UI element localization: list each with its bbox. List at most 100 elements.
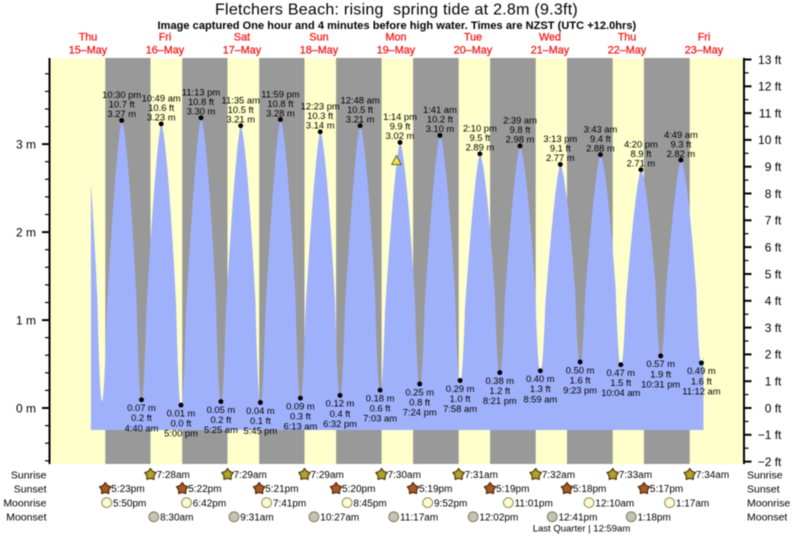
svg-text:6 ft: 6 ft xyxy=(765,240,782,254)
svg-text:Sunset: Sunset xyxy=(14,483,47,495)
svg-text:3.23 m: 3.23 m xyxy=(147,112,176,123)
svg-text:Tue: Tue xyxy=(464,32,482,44)
svg-text:0.07 m: 0.07 m xyxy=(127,402,156,413)
svg-text:7:30am: 7:30am xyxy=(388,470,421,481)
svg-text:5:17pm: 5:17pm xyxy=(650,484,683,495)
svg-text:5:21pm: 5:21pm xyxy=(265,484,298,495)
svg-text:6:13 am: 6:13 am xyxy=(283,421,317,432)
svg-text:16–May: 16–May xyxy=(146,44,185,56)
svg-text:3:43 am: 3:43 am xyxy=(583,124,617,135)
svg-text:5:25 am: 5:25 am xyxy=(204,424,238,435)
svg-text:3:13 pm: 3:13 pm xyxy=(543,133,577,144)
svg-text:1.9 ft: 1.9 ft xyxy=(650,368,671,379)
svg-text:0.3 ft: 0.3 ft xyxy=(290,411,311,422)
svg-text:5:50pm: 5:50pm xyxy=(113,498,146,509)
svg-text:0.6 ft: 0.6 ft xyxy=(370,403,391,414)
svg-text:12:48 am: 12:48 am xyxy=(341,95,380,106)
svg-text:3.28 m: 3.28 m xyxy=(266,107,295,118)
svg-text:Moonset: Moonset xyxy=(747,512,787,524)
svg-text:3.10 m: 3.10 m xyxy=(426,123,455,134)
svg-text:12:23 pm: 12:23 pm xyxy=(301,101,340,112)
svg-text:10.7 ft: 10.7 ft xyxy=(109,99,135,110)
svg-text:0.47 m: 0.47 m xyxy=(606,367,635,378)
svg-text:Sunrise: Sunrise xyxy=(11,469,47,481)
svg-text:2:39 am: 2:39 am xyxy=(503,115,537,126)
svg-text:8:30am: 8:30am xyxy=(160,512,193,523)
svg-text:Thu: Thu xyxy=(79,32,98,44)
svg-text:7:28am: 7:28am xyxy=(157,470,190,481)
svg-text:7:34am: 7:34am xyxy=(696,470,729,481)
svg-text:Fletchers Beach: rising sprin: Fletchers Beach: rising spring tide at 2… xyxy=(215,1,578,18)
svg-text:0.29 m: 0.29 m xyxy=(446,383,475,394)
svg-text:20–May: 20–May xyxy=(454,44,493,56)
svg-text:10:27am: 10:27am xyxy=(320,512,359,523)
svg-text:Mon: Mon xyxy=(385,32,406,44)
svg-text:10.2 ft: 10.2 ft xyxy=(427,114,453,125)
svg-text:−1 ft: −1 ft xyxy=(758,428,782,442)
svg-text:7:33am: 7:33am xyxy=(619,470,652,481)
svg-text:10.6 ft: 10.6 ft xyxy=(148,102,174,113)
svg-text:7:41pm: 7:41pm xyxy=(273,498,306,509)
svg-text:9:31am: 9:31am xyxy=(240,512,273,523)
svg-text:13 ft: 13 ft xyxy=(758,53,782,67)
svg-text:11:17am: 11:17am xyxy=(400,512,438,523)
svg-text:0.8 ft: 0.8 ft xyxy=(409,396,430,407)
svg-text:Wed: Wed xyxy=(539,32,561,44)
svg-text:Moonrise: Moonrise xyxy=(3,498,46,510)
svg-text:1.6 ft: 1.6 ft xyxy=(691,375,712,386)
svg-text:7:24 pm: 7:24 pm xyxy=(403,407,437,418)
svg-text:7:29am: 7:29am xyxy=(234,470,267,481)
svg-text:2.71 m: 2.71 m xyxy=(627,158,656,169)
svg-text:0.0 ft: 0.0 ft xyxy=(171,418,192,429)
svg-text:9.1 ft: 9.1 ft xyxy=(550,143,571,154)
svg-text:11:01pm: 11:01pm xyxy=(515,498,553,509)
svg-text:1 ft: 1 ft xyxy=(765,375,782,389)
svg-text:Sunset: Sunset xyxy=(747,483,780,495)
svg-text:10:31 pm: 10:31 pm xyxy=(641,378,680,389)
svg-text:Moonrise: Moonrise xyxy=(747,498,790,510)
svg-text:2.89 m: 2.89 m xyxy=(466,142,495,153)
svg-text:0.1 ft: 0.1 ft xyxy=(250,415,271,426)
svg-text:11 ft: 11 ft xyxy=(759,106,782,120)
svg-text:10.8 ft: 10.8 ft xyxy=(188,96,214,107)
svg-text:0.4 ft: 0.4 ft xyxy=(330,408,351,419)
svg-text:0 ft: 0 ft xyxy=(765,401,782,415)
svg-text:2 m: 2 m xyxy=(16,225,36,239)
svg-text:8.9 ft: 8.9 ft xyxy=(630,148,651,159)
svg-text:0 m: 0 m xyxy=(16,401,36,415)
svg-text:10.8 ft: 10.8 ft xyxy=(267,98,293,109)
svg-text:7:29am: 7:29am xyxy=(311,470,344,481)
svg-text:2.98 m: 2.98 m xyxy=(506,134,535,145)
svg-text:6:42pm: 6:42pm xyxy=(193,498,226,509)
svg-text:10:30 pm: 10:30 pm xyxy=(102,89,141,100)
svg-text:5:20pm: 5:20pm xyxy=(342,484,375,495)
svg-text:5:22pm: 5:22pm xyxy=(188,484,221,495)
svg-text:0.12 m: 0.12 m xyxy=(326,398,355,409)
svg-text:1.6 ft: 1.6 ft xyxy=(570,374,591,385)
svg-text:7:03 am: 7:03 am xyxy=(363,413,397,424)
svg-text:22–May: 22–May xyxy=(608,44,647,56)
svg-text:1:41 am: 1:41 am xyxy=(423,104,457,115)
svg-text:1:17am: 1:17am xyxy=(676,498,709,509)
svg-text:8:45pm: 8:45pm xyxy=(353,498,386,509)
svg-text:23–May: 23–May xyxy=(685,44,724,56)
svg-text:−2 ft: −2 ft xyxy=(758,455,782,469)
svg-text:17–May: 17–May xyxy=(223,44,262,56)
svg-text:12:41pm: 12:41pm xyxy=(559,512,598,523)
svg-text:Image captured One hour and 4: Image captured One hour and 4 minutes be… xyxy=(158,20,637,32)
svg-text:1.3 ft: 1.3 ft xyxy=(530,383,551,394)
svg-text:9:23 pm: 9:23 pm xyxy=(563,385,597,396)
svg-text:10.3 ft: 10.3 ft xyxy=(307,110,333,121)
svg-text:2.82 m: 2.82 m xyxy=(667,148,696,159)
svg-text:11:59 pm: 11:59 pm xyxy=(261,88,300,99)
svg-text:0.18 m: 0.18 m xyxy=(366,393,395,404)
svg-text:11:35 am: 11:35 am xyxy=(221,95,260,106)
svg-text:5:23pm: 5:23pm xyxy=(111,484,144,495)
svg-text:4:20 pm: 4:20 pm xyxy=(624,139,658,150)
svg-text:Sat: Sat xyxy=(234,32,250,44)
svg-text:12:10am: 12:10am xyxy=(595,498,634,509)
svg-text:0.05 m: 0.05 m xyxy=(207,404,236,415)
svg-text:0.50 m: 0.50 m xyxy=(566,364,595,375)
svg-text:18–May: 18–May xyxy=(300,44,339,56)
svg-text:0.40 m: 0.40 m xyxy=(526,373,555,384)
